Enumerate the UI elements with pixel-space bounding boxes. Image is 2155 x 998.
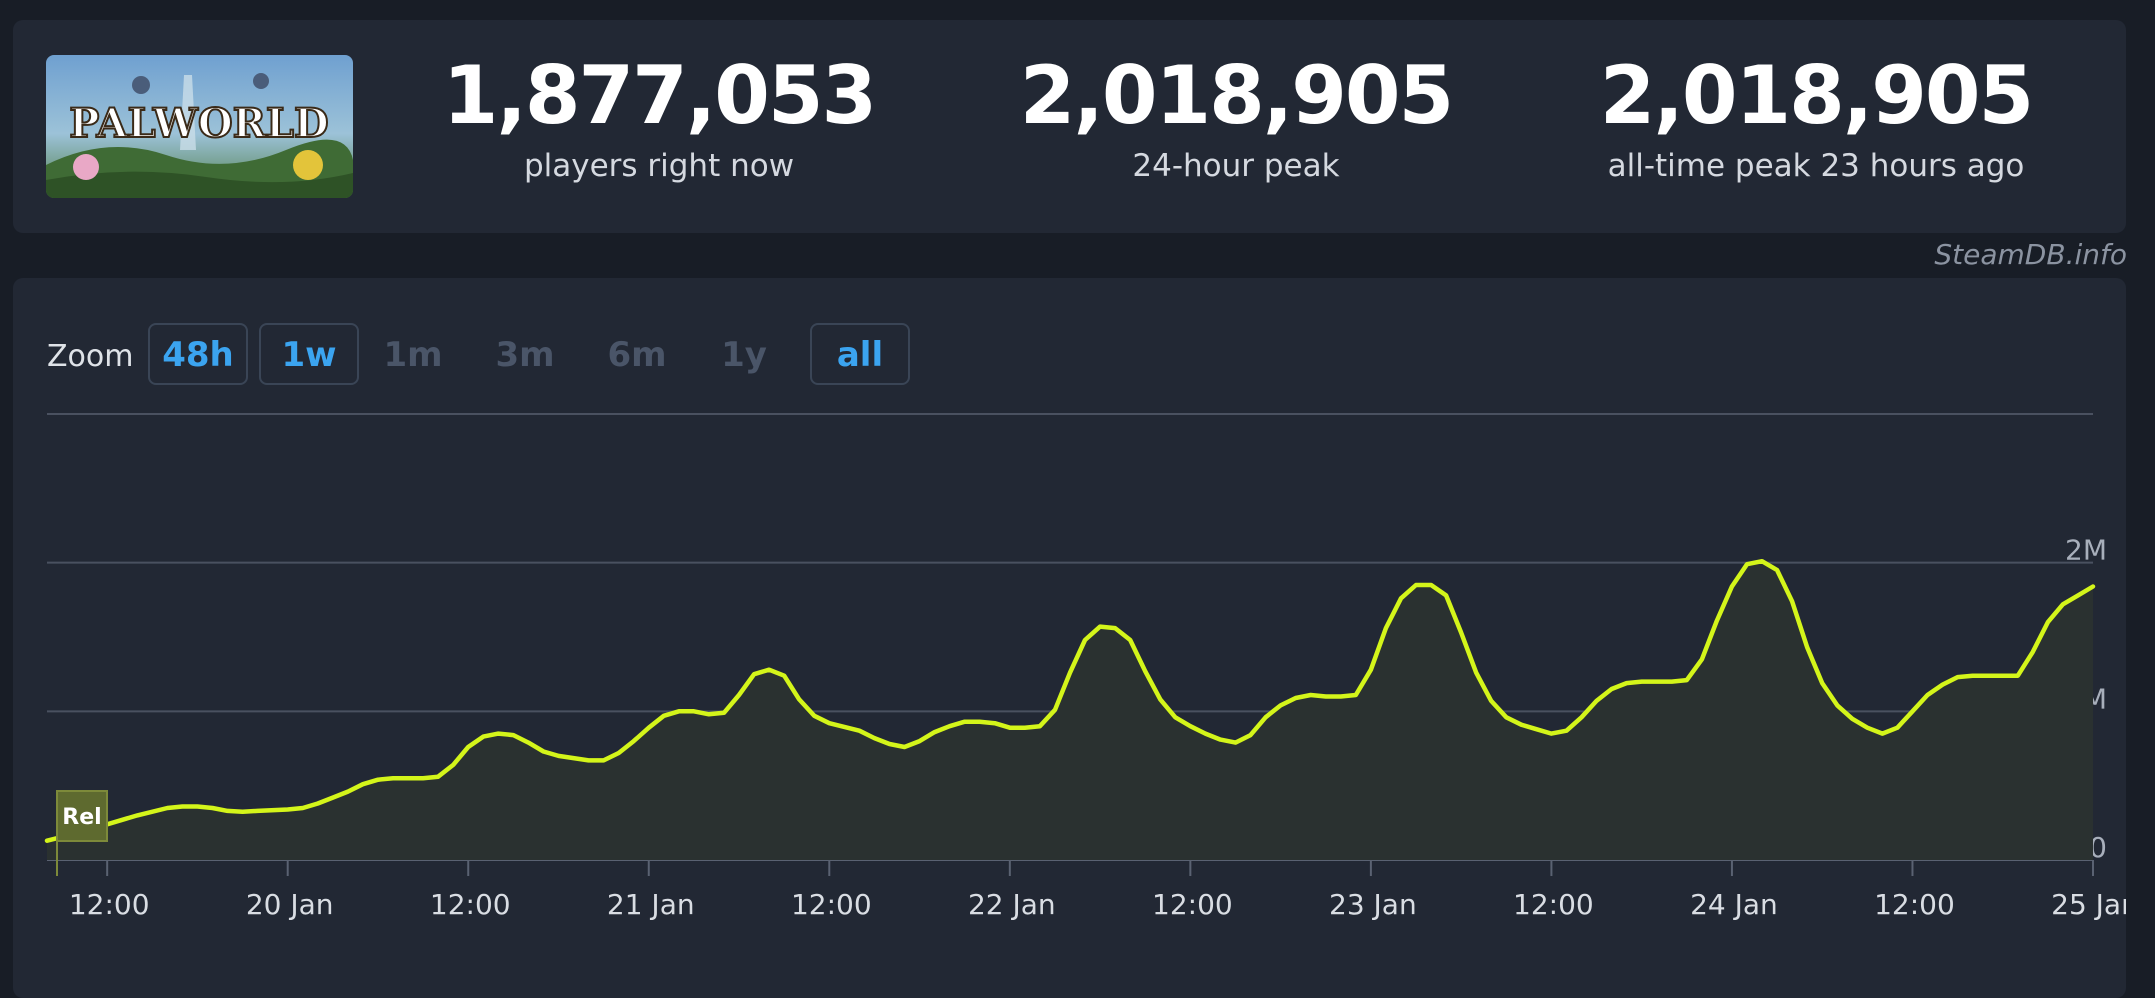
y-tick-label: 0	[2089, 831, 2107, 864]
release-flag[interactable]	[56, 790, 108, 842]
x-tick-label: 22 Jan	[968, 888, 1056, 921]
x-axis: 12:00 20 Jan 12:00 21 Jan 12:00 22 Jan 12:00 23…	[69, 860, 2126, 921]
zoom-3m-button[interactable]: 3m	[495, 335, 555, 375]
x-tick-label: 12:00	[1513, 888, 1594, 921]
chart-panel: Zoom 48h 1w 1m 3m 6m 1y all 01M2M Rel 12…	[13, 278, 2126, 998]
stat-all-time-peak: 2,018,905 all-time peak 23 hours ago	[1543, 49, 2089, 185]
x-tick-label: 12:00	[1874, 888, 1955, 921]
all-time-peak-label: all-time peak 23 hours ago	[1607, 148, 2025, 184]
watermark: SteamDB.info	[1934, 238, 2127, 271]
peak-24h-label: 24-hour peak	[1132, 148, 1340, 184]
peak-24h-value: 2,018,905	[1019, 49, 1454, 142]
player-series-line	[44, 558, 2096, 843]
current-players-value: 1,877,053	[442, 49, 877, 142]
game-logo-text: PALWORLD	[69, 100, 328, 147]
game-logo-art: PALWORLD	[46, 55, 353, 198]
x-tick-label: 12:00	[1152, 888, 1233, 921]
stat-current-players: 1,877,053 players right now	[393, 49, 925, 185]
zoom-1m-button[interactable]: 1m	[383, 335, 443, 375]
x-tick-label: 24 Jan	[1690, 888, 1778, 921]
stats-panel: PALWORLD 1,877,053 players right now 2,0…	[13, 20, 2126, 233]
all-time-peak-value: 2,018,905	[1599, 49, 2034, 142]
game-logo[interactable]: PALWORLD	[46, 55, 353, 198]
zoom-1w-button[interactable]: 1w	[259, 323, 359, 385]
zoom-all-button[interactable]: all	[810, 323, 910, 385]
x-tick-label: 21 Jan	[607, 888, 695, 921]
line-fill	[47, 561, 2093, 860]
y-tick-label: 2M	[2065, 534, 2107, 567]
zoom-1y-button[interactable]: 1y	[721, 335, 767, 375]
x-tick-label: 12:00	[430, 888, 511, 921]
current-players-label: players right now	[523, 148, 795, 184]
x-tick-label: 12:00	[791, 888, 872, 921]
zoom-48h-button[interactable]: 48h	[148, 323, 248, 385]
release-flag-label: Rel	[62, 805, 101, 830]
x-tick-label: 25 Jan	[2051, 888, 2126, 921]
line-area	[47, 561, 2093, 860]
x-tick-label: 23 Jan	[1329, 888, 1417, 921]
x-tick-label: 20 Jan	[246, 888, 334, 921]
zoom-label: Zoom	[47, 339, 134, 374]
stat-24h-peak: 2,018,905 24-hour peak	[963, 49, 1509, 185]
release-annotation[interactable]: Rel	[56, 790, 108, 876]
zoom-6m-button[interactable]: 6m	[607, 335, 667, 375]
player-line	[44, 558, 2096, 843]
x-tick-label: 12:00	[69, 888, 150, 921]
